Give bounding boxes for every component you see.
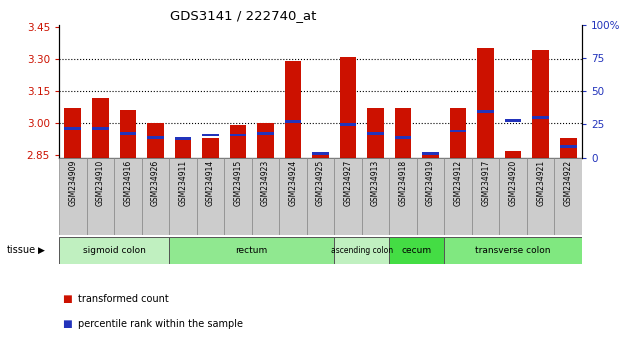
Text: GSM234922: GSM234922 [564, 160, 573, 206]
Bar [533, 116, 549, 119]
Bar [334, 237, 389, 264]
Bar [307, 158, 334, 235]
Bar [340, 57, 356, 158]
Bar [422, 152, 439, 155]
Bar [505, 119, 522, 122]
Bar [389, 158, 417, 235]
Text: GDS3141 / 222740_at: GDS3141 / 222740_at [171, 9, 317, 22]
Bar [257, 132, 274, 135]
Text: ■: ■ [62, 294, 72, 304]
Bar [444, 158, 472, 235]
Text: ascending colon: ascending colon [331, 246, 393, 255]
Bar [229, 133, 246, 136]
Bar [119, 132, 136, 135]
Bar [554, 158, 582, 235]
Bar [389, 237, 444, 264]
Text: sigmoid colon: sigmoid colon [83, 246, 146, 255]
Bar [499, 158, 527, 235]
Text: GSM234921: GSM234921 [537, 160, 545, 206]
Bar [147, 123, 163, 158]
Bar [114, 158, 142, 235]
Text: GSM234918: GSM234918 [399, 160, 408, 206]
Bar [422, 152, 439, 158]
Bar [229, 125, 246, 158]
Bar [527, 158, 554, 235]
Text: GSM234910: GSM234910 [96, 160, 104, 206]
Bar [119, 110, 136, 158]
Bar [92, 127, 108, 130]
Text: GSM234926: GSM234926 [151, 160, 160, 206]
Text: GSM234927: GSM234927 [344, 160, 353, 206]
Bar [444, 237, 582, 264]
Bar [340, 123, 356, 126]
Text: transformed count: transformed count [78, 294, 169, 304]
Bar [87, 158, 114, 235]
Bar [334, 158, 362, 235]
Bar [395, 108, 412, 158]
Bar [174, 137, 191, 141]
Bar [59, 237, 169, 264]
Text: GSM234920: GSM234920 [509, 160, 518, 206]
Text: GSM234912: GSM234912 [454, 160, 463, 206]
Bar [478, 110, 494, 113]
Bar [560, 138, 576, 158]
Text: GSM234916: GSM234916 [123, 160, 132, 206]
Text: GSM234909: GSM234909 [68, 160, 77, 206]
Bar [202, 138, 219, 158]
Text: ■: ■ [62, 319, 72, 329]
Bar [533, 51, 549, 158]
Bar [560, 145, 576, 148]
Text: percentile rank within the sample: percentile rank within the sample [78, 319, 243, 329]
Bar [362, 158, 389, 235]
Text: GSM234925: GSM234925 [316, 160, 325, 206]
Bar [147, 136, 163, 139]
Bar [285, 61, 301, 158]
Bar [312, 152, 329, 155]
Bar [224, 158, 252, 235]
Text: GSM234919: GSM234919 [426, 160, 435, 206]
Bar [202, 133, 219, 136]
Bar [450, 130, 467, 132]
Bar [174, 138, 191, 158]
Text: tissue: tissue [6, 245, 35, 256]
Bar [395, 136, 412, 139]
Bar [505, 151, 522, 158]
Text: GSM234917: GSM234917 [481, 160, 490, 206]
Bar [257, 123, 274, 158]
Bar [279, 158, 307, 235]
Bar [169, 158, 197, 235]
Text: GSM234913: GSM234913 [371, 160, 380, 206]
Bar [169, 237, 334, 264]
Bar [367, 108, 384, 158]
Bar [142, 158, 169, 235]
Text: GSM234911: GSM234911 [178, 160, 187, 206]
Bar [450, 108, 467, 158]
Bar [92, 98, 108, 158]
Text: rectum: rectum [235, 246, 268, 255]
Bar [367, 132, 384, 135]
Bar [312, 154, 329, 158]
Bar [417, 158, 444, 235]
Text: GSM234923: GSM234923 [261, 160, 270, 206]
Bar [472, 158, 499, 235]
Text: GSM234924: GSM234924 [288, 160, 297, 206]
Bar [65, 127, 81, 130]
Bar [65, 108, 81, 158]
Text: ▶: ▶ [38, 246, 46, 255]
Bar [478, 48, 494, 158]
Text: GSM234914: GSM234914 [206, 160, 215, 206]
Bar [285, 120, 301, 123]
Text: cecum: cecum [402, 246, 432, 255]
Bar [59, 158, 87, 235]
Bar [197, 158, 224, 235]
Text: GSM234915: GSM234915 [233, 160, 242, 206]
Bar [252, 158, 279, 235]
Text: transverse colon: transverse colon [476, 246, 551, 255]
